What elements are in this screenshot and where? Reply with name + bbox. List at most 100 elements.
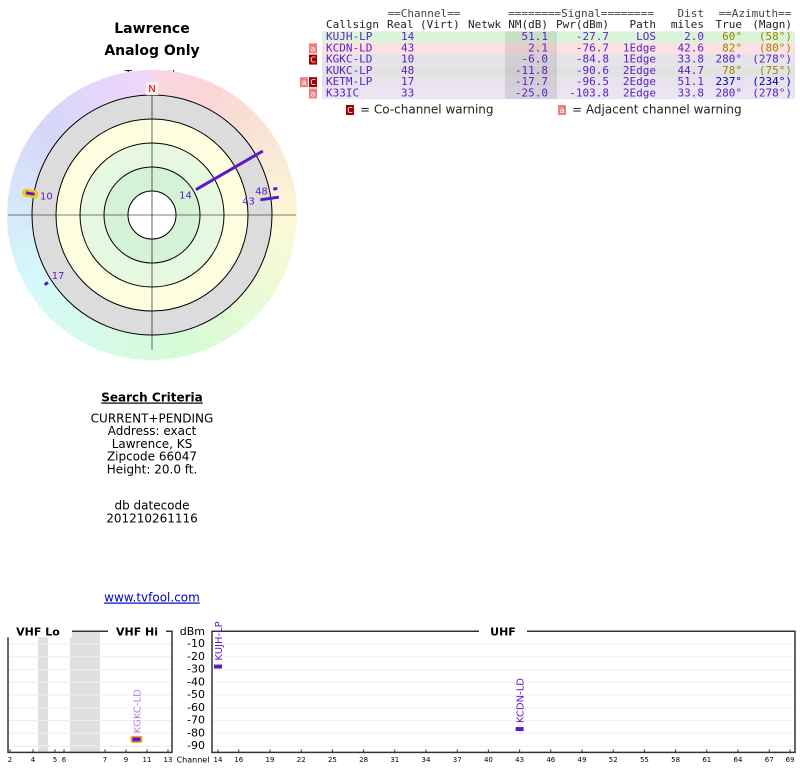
cell-true: 280° — [716, 87, 743, 100]
x-tick-label: 52 — [609, 756, 618, 764]
column-header: Netwk — [468, 18, 501, 31]
x-tick-label: 55 — [640, 756, 649, 764]
x-tick-label: 7 — [103, 756, 107, 764]
station-line — [272, 186, 278, 191]
y-tick-label: -40 — [187, 675, 205, 688]
column-header: Pwr(dBm) — [556, 18, 609, 31]
cell-path: 2Edge — [623, 64, 656, 77]
legend-text: = Adjacent channel warning — [572, 103, 742, 117]
x-tick-label: 37 — [453, 756, 462, 764]
ring-segment — [33, 120, 61, 147]
ring-segment — [114, 71, 133, 100]
ring-segment — [236, 292, 264, 319]
x-tick-label: 40 — [484, 756, 493, 764]
group-header: Dist — [678, 7, 705, 20]
x-tick-label: 2 — [8, 756, 12, 764]
cell-nm: 2.1 — [528, 41, 548, 54]
station-line — [43, 281, 49, 286]
cell-path: 2Edge — [623, 87, 656, 100]
cell-callsign: KETM-LP — [326, 75, 373, 88]
ring-segment — [211, 313, 236, 342]
ring-segment — [6, 213, 33, 228]
datecode: 201210261116 — [106, 512, 198, 526]
uhf-frame — [211, 630, 796, 754]
ring-segment — [183, 74, 203, 103]
warning-flag-box — [309, 88, 317, 99]
cell-nm: -11.8 — [515, 64, 548, 77]
column-header: True — [716, 18, 743, 31]
cell-pwr: -103.8 — [569, 87, 609, 100]
ring-segment — [249, 275, 278, 300]
cell-path: 2Edge — [623, 75, 656, 88]
ring-segment — [192, 323, 214, 352]
north-box — [146, 82, 158, 95]
warning-flag-box — [309, 43, 317, 54]
ring-segment — [171, 330, 190, 359]
cell-true: 82° — [722, 41, 742, 54]
x-tick-label: 64 — [734, 756, 743, 764]
station-label: 10 — [40, 191, 53, 202]
row-background — [322, 76, 795, 88]
cell-dist: 44.7 — [678, 64, 705, 77]
search-line: Address: exact — [108, 424, 197, 438]
cell-real: 10 — [401, 53, 414, 66]
ring-segment — [113, 330, 132, 358]
cell-pwr: -76.7 — [576, 41, 609, 54]
column-header: Callsign — [326, 18, 379, 31]
cell-callsign: K33IC — [326, 87, 359, 100]
station-line — [195, 149, 264, 191]
warning-flag: a — [560, 106, 565, 115]
ring-segment — [201, 318, 225, 347]
ring-segment — [243, 283, 271, 310]
ring-segment — [202, 83, 226, 112]
y-tick-label: -20 — [187, 650, 205, 663]
cell-true: 78° — [722, 64, 742, 77]
x-tick-label: 22 — [297, 756, 306, 764]
ring-segment — [219, 306, 246, 335]
cell-true: 237° — [716, 75, 743, 88]
cell-callsign: KCDN-LD — [326, 41, 372, 54]
ring-segment — [271, 202, 297, 217]
column-header: (Magn) — [752, 18, 792, 31]
row-background — [322, 65, 795, 77]
cell-magn: (75°) — [759, 64, 792, 77]
column-header: NM(dB) — [508, 18, 548, 31]
subtitle: Analog Only — [104, 43, 199, 59]
search-line: Height: 20.0 ft. — [107, 462, 198, 476]
ring-segment — [20, 264, 49, 288]
ring-segment — [255, 265, 284, 289]
spectrum-chart: -10-20-30-40-50-60-70-80-90 dBm VHF Lo VHF … — [4, 621, 796, 765]
ring-segment — [229, 103, 256, 131]
ring-segment — [68, 88, 93, 117]
band-title-bg — [479, 625, 527, 638]
ring-segment — [193, 78, 215, 107]
ring-segment — [78, 318, 102, 347]
gap-shade — [38, 631, 48, 753]
cell-pwr: -96.5 — [576, 75, 609, 88]
ring-segment — [264, 246, 293, 266]
x-axis-label: Channel — [177, 756, 210, 765]
x-tick-label: 43 — [515, 756, 524, 764]
site-link[interactable]: www.tvfool.com — [104, 591, 200, 605]
x-tick-label: 11 — [143, 756, 152, 764]
polar-plot: N 14 43 10 48 17 — [6, 70, 297, 360]
group-header: ==Azimuth== — [719, 7, 792, 20]
ring-segment — [270, 189, 297, 206]
y-tick-label: -10 — [187, 637, 205, 650]
ring-segment — [250, 131, 279, 156]
ring-segment — [89, 323, 111, 352]
nm-column-shade — [505, 31, 557, 43]
ring-segment — [48, 299, 75, 327]
cell-nm: 51.1 — [522, 30, 549, 43]
warning-flag: a — [311, 44, 316, 53]
warning-flag: a — [311, 90, 316, 99]
warning-flag-box — [558, 105, 566, 115]
y-tick-label: -80 — [187, 726, 205, 739]
cell-magn: (278°) — [752, 87, 792, 100]
search-title: Search Criteria — [101, 391, 202, 405]
y-tick-label: -50 — [187, 688, 205, 701]
cell-path: 1Edge — [623, 41, 656, 54]
nm-column-shade — [505, 87, 557, 100]
cell-magn: (58°) — [759, 30, 792, 43]
ring-segment — [15, 152, 44, 174]
